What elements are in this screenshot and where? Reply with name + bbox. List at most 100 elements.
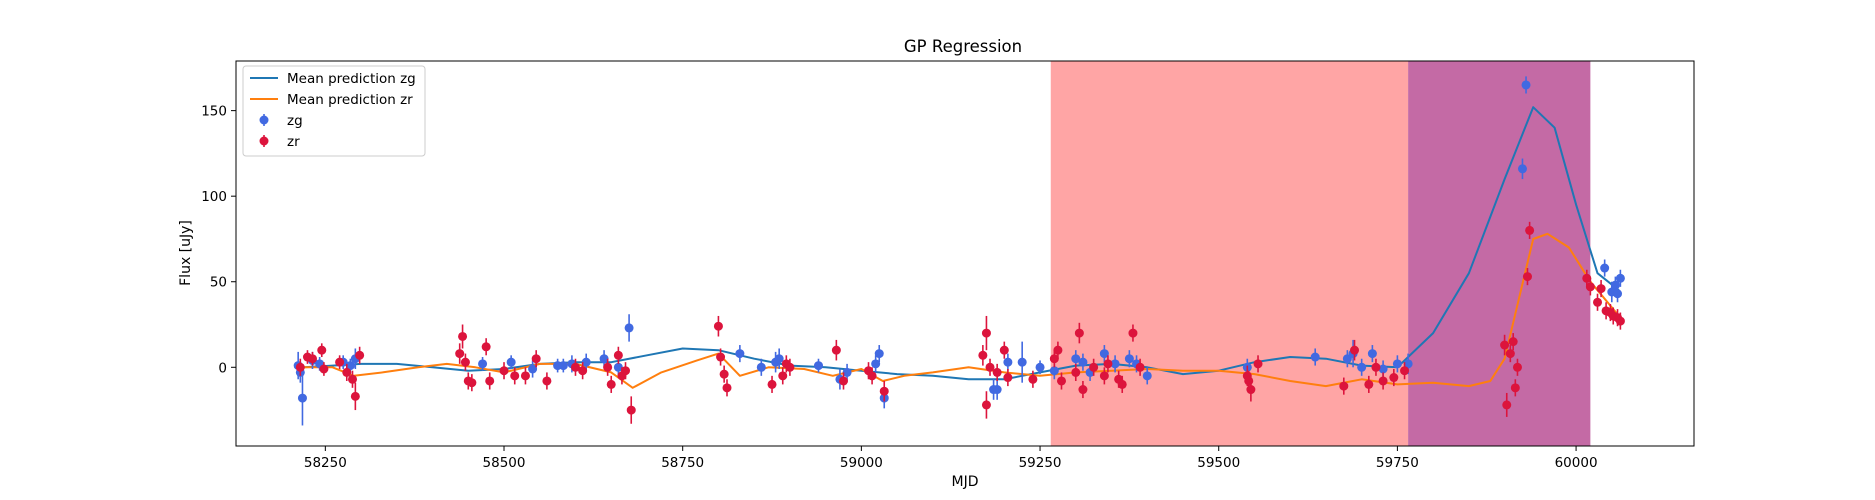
marker [1403,359,1413,369]
legend-entry-mean-prediction-zg: Mean prediction zg [250,71,416,87]
marker [1003,373,1013,383]
marker [831,345,841,355]
data-point-zr [458,324,468,349]
data-point-zr [1371,358,1381,376]
data-point-zg [1310,348,1320,366]
marker [1089,362,1099,372]
data-point-zr [455,343,465,364]
data-point-zr [613,346,623,364]
data-point-zr [1510,379,1520,397]
marker [1600,263,1610,273]
data-point-zg [1078,353,1088,371]
legend-box [242,65,426,157]
marker [1613,289,1623,299]
data-point-zg [624,314,634,342]
data-point-zr [785,358,795,376]
data-point-zr [335,355,345,369]
marker [713,321,723,331]
data-point-zg [1099,345,1109,363]
legend-label: zg [287,113,303,129]
prediction-line-zg [303,106,1620,381]
data-point-zr [831,339,841,361]
data-point-zg [558,358,568,373]
data-point-zr [350,382,360,411]
data-point-zr [985,358,995,376]
marker [606,379,616,389]
legend-entry-zg: zg [259,113,303,129]
data-point-zg [478,357,488,371]
x-tick-label: 59500 [1197,455,1240,471]
marker [999,345,1009,355]
data-point-zr [879,380,889,402]
data-point-zr [719,365,729,383]
marker [1593,297,1603,307]
marker [1071,367,1081,377]
data-point-zr [1049,350,1059,368]
data-point-zr [307,351,317,366]
x-axis-label: MJD [952,474,979,490]
data-point-zr [570,358,580,376]
y-tick-label: 100 [201,189,227,205]
data-point-zg [1392,355,1402,373]
data-point-zr [981,391,991,419]
data-point-zr [1350,339,1360,361]
data-point-zg [992,379,1002,400]
data-point-zr [542,372,552,390]
marker [1028,374,1038,384]
data-point-zr [1074,322,1084,344]
data-point-zr [1502,392,1512,417]
legend-entry-mean-prediction-zr: Mean prediction zr [250,92,413,108]
marker [767,379,777,389]
marker [985,362,995,372]
marker [1585,282,1595,292]
data-point-zg [1017,341,1027,383]
data-point-zr [1089,358,1099,376]
marker [1357,362,1367,372]
data-point-zg [1003,353,1013,371]
marker [1017,357,1027,367]
data-point-zr [1103,355,1113,373]
marker [1056,376,1066,386]
data-point-zr [999,341,1009,359]
data-point-zr [981,315,991,351]
x-tick-label: 59750 [1376,455,1419,471]
marker [1124,354,1134,364]
data-point-zg [581,353,591,371]
marker [992,367,1002,377]
data-point-zr [510,367,520,385]
marker [1521,80,1531,90]
marker [735,349,745,359]
prediction-lines [303,106,1620,389]
marker [1099,349,1109,359]
data-point-zr [1364,375,1374,393]
marker [481,342,491,352]
x-tick-label: 59250 [1019,455,1062,471]
marker [867,371,877,381]
marker [317,345,327,355]
marker [1615,273,1625,283]
marker [1389,373,1399,383]
shaded-regions [1050,61,1591,446]
data-point-zg [774,348,784,369]
marker [842,367,852,377]
marker [342,367,352,377]
marker [1246,385,1256,395]
marker [455,349,465,359]
marker [1378,364,1388,374]
marker [542,376,552,386]
data-point-zr [1582,269,1592,287]
marker [1049,354,1059,364]
marker [1371,362,1381,372]
data-point-zr [1253,355,1263,373]
data-point-zg [813,358,823,373]
marker [1615,316,1625,326]
marker [1310,352,1320,362]
marker [578,366,588,376]
data-point-zg [1357,358,1367,376]
marker [297,393,307,403]
data-point-zr [485,372,495,390]
data-point-zr [606,375,616,393]
data-point-zr [626,396,636,424]
data-point-zr [1056,372,1066,390]
